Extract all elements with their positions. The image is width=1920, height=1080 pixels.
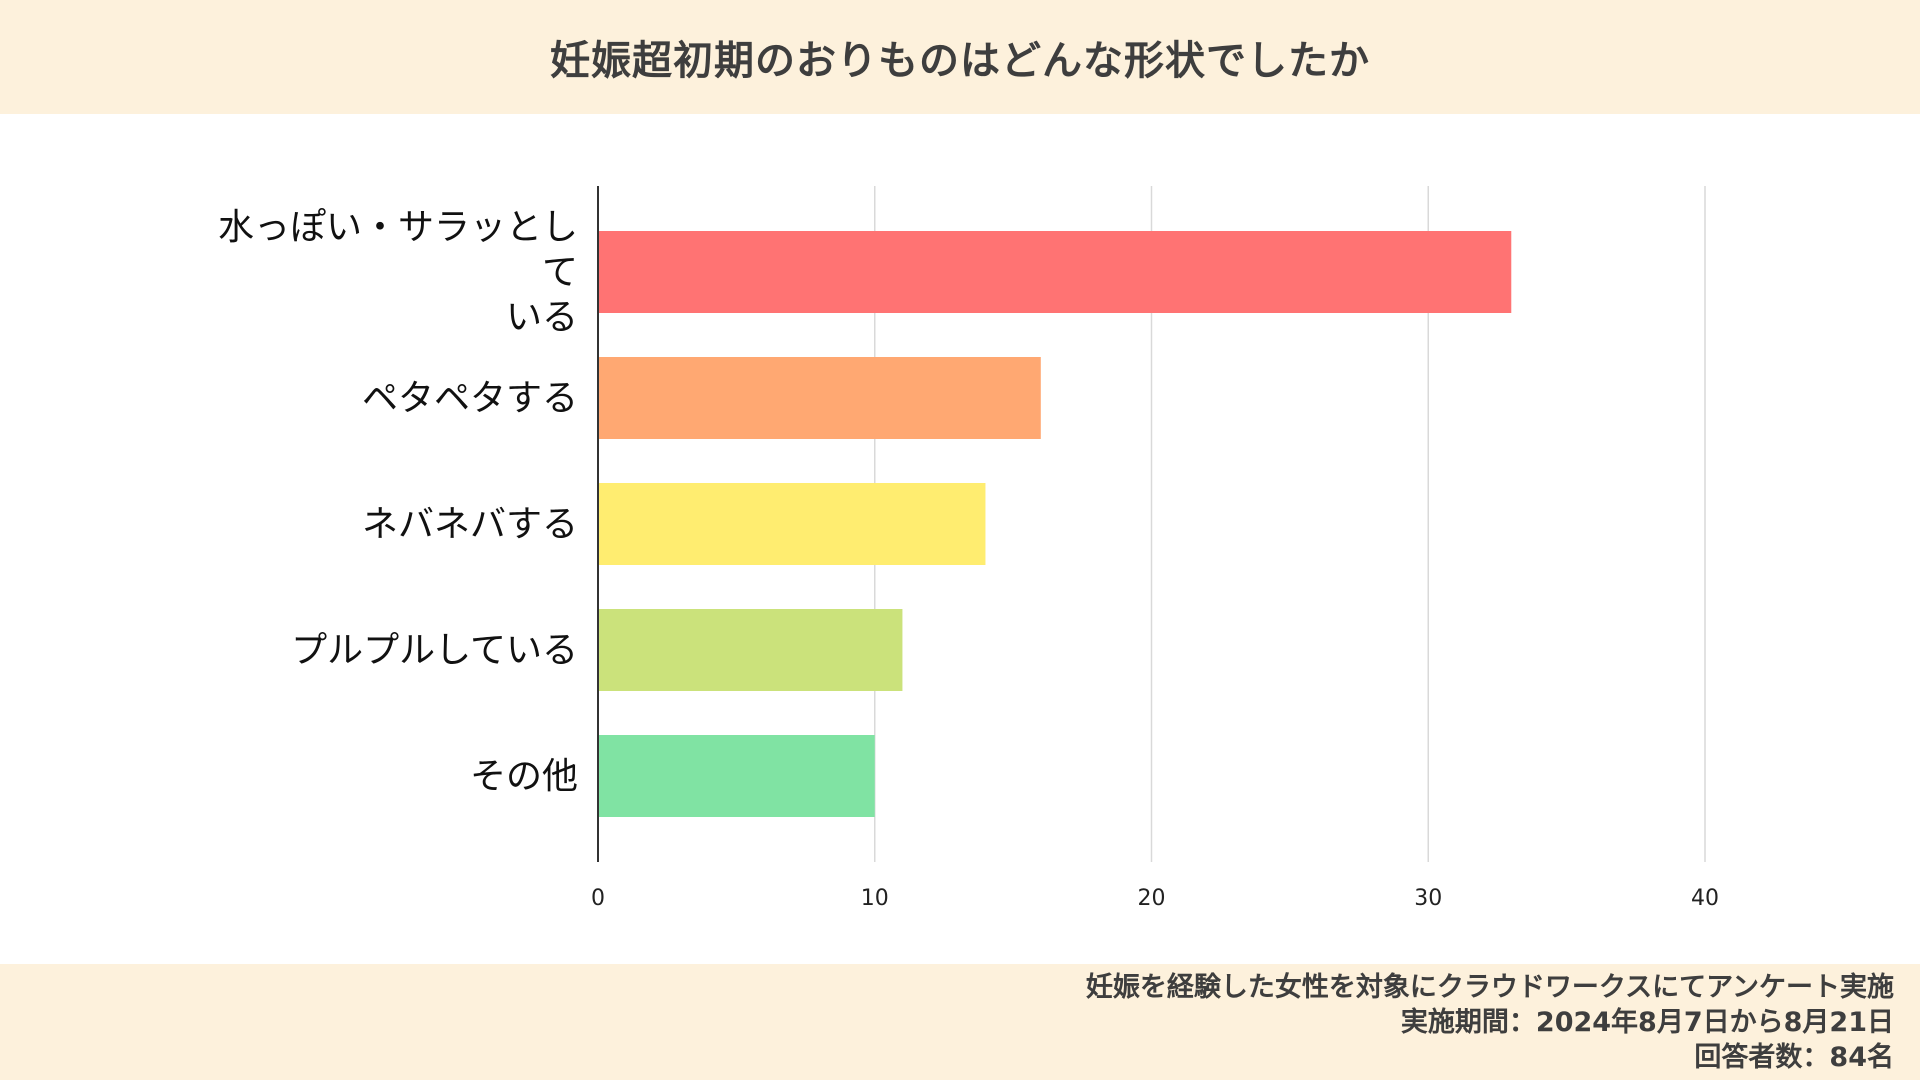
category-label-line: ペタペタする (361, 377, 578, 419)
x-tick-label: 40 (1691, 886, 1719, 911)
bar (598, 735, 875, 817)
category-label: 水っぽい・サラッとして いる (198, 205, 578, 340)
survey-info: 妊娠を経験した女性を対象にクラウドワークスにてアンケート実施 実施期間：2024… (1086, 970, 1894, 1075)
bar (598, 483, 986, 565)
survey-method-note: 妊娠を経験した女性を対象にクラウドワークスにてアンケート実施 (1085, 972, 1894, 1003)
category-label: ペタペタする (198, 376, 578, 421)
bar (598, 609, 903, 691)
category-label-line: 水っぽい・サラッとして (217, 206, 578, 293)
category-label-line: ネバネバする (361, 503, 578, 545)
category-label-line: いる (505, 296, 578, 338)
category-label: ネバネバする (198, 502, 578, 547)
footer-banner: 妊娠を経験した女性を対象にクラウドワークスにてアンケート実施 実施期間：2024… (0, 964, 1920, 1080)
x-tick-label: 10 (861, 886, 889, 911)
bar (598, 357, 1041, 439)
x-tick-label: 30 (1414, 886, 1442, 911)
category-label-line: その他 (469, 755, 578, 797)
chart-area: 0 10 20 30 40 水っぽい・サラッとして いるペタペタする ネバネバするプルプルし… (0, 114, 1920, 964)
bar (598, 231, 1512, 313)
header-banner: 妊娠超初期のおりものはどんな形状でしたか (0, 0, 1920, 114)
x-tick-label: 0 (591, 886, 605, 911)
category-label: その他 (198, 754, 578, 799)
bar-chart: 0 10 20 30 40 (591, 186, 1719, 911)
category-label-line: プルプルしている (291, 629, 578, 671)
category-label: プルプルしている (198, 628, 578, 673)
chart-title: 妊娠超初期のおりものはどんな形状でしたか (550, 38, 1370, 84)
survey-period-note: 実施期間：2024年8月7日から8月21日 (1400, 1007, 1894, 1038)
respondent-count-note: 回答者数：84名 (1694, 1042, 1894, 1073)
x-tick-label: 20 (1138, 886, 1166, 911)
